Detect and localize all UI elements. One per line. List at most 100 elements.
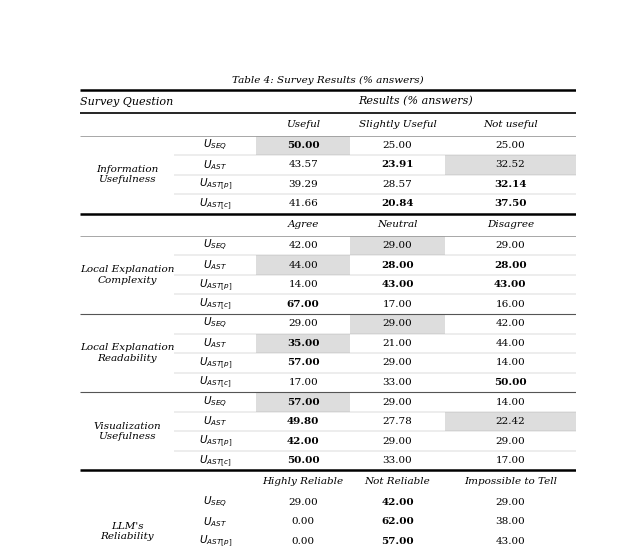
Text: 29.00: 29.00 [383, 319, 412, 328]
Text: $U_{AST[p]}$: $U_{AST[p]}$ [198, 533, 232, 549]
Bar [445, 155, 576, 174]
Text: 62.00: 62.00 [381, 517, 414, 527]
Text: 29.00: 29.00 [383, 241, 412, 250]
Text: 57.00: 57.00 [287, 358, 319, 368]
Text: $U_{SEQ}$: $U_{SEQ}$ [203, 395, 227, 410]
Bar [445, 412, 576, 431]
Text: 42.00: 42.00 [495, 319, 525, 328]
Text: 57.00: 57.00 [287, 397, 319, 406]
Text: Agree: Agree [287, 220, 319, 229]
Text: Visualization
Usefulness: Visualization Usefulness [93, 422, 161, 441]
Text: 50.00: 50.00 [494, 378, 527, 387]
Bar [350, 236, 445, 256]
Text: 44.00: 44.00 [495, 339, 525, 348]
Text: 22.42: 22.42 [495, 417, 525, 426]
Text: 32.14: 32.14 [494, 180, 527, 189]
Text: Disagree: Disagree [486, 220, 534, 229]
Text: Slightly Useful: Slightly Useful [358, 120, 436, 129]
Text: Highly Reliable: Highly Reliable [262, 477, 344, 486]
Text: 29.00: 29.00 [383, 397, 412, 406]
Bar [256, 256, 350, 275]
Text: 23.91: 23.91 [381, 160, 413, 169]
Text: 43.00: 43.00 [494, 280, 527, 289]
Text: $U_{AST}$: $U_{AST}$ [203, 415, 227, 428]
Text: 27.78: 27.78 [383, 417, 412, 426]
Text: $U_{SEQ}$: $U_{SEQ}$ [203, 316, 227, 331]
Bar [445, 512, 576, 532]
Text: Impossible to Tell: Impossible to Tell [464, 477, 557, 486]
Text: 17.00: 17.00 [383, 300, 412, 309]
Text: $U_{AST[p]}$: $U_{AST[p]}$ [198, 277, 232, 293]
Text: $U_{AST[c]}$: $U_{AST[c]}$ [199, 296, 232, 312]
Text: $U_{SEQ}$: $U_{SEQ}$ [203, 138, 227, 153]
Text: 32.52: 32.52 [495, 160, 525, 169]
Text: 37.50: 37.50 [494, 199, 527, 209]
Text: 28.57: 28.57 [383, 180, 412, 189]
Text: 29.00: 29.00 [495, 437, 525, 445]
Text: 29.00: 29.00 [289, 319, 318, 328]
Text: 42.00: 42.00 [287, 437, 319, 445]
Text: $U_{AST}$: $U_{AST}$ [203, 337, 227, 351]
Text: 29.00: 29.00 [495, 498, 525, 507]
Text: Neutral: Neutral [377, 220, 418, 229]
Text: $U_{AST}$: $U_{AST}$ [203, 515, 227, 529]
Text: 49.80: 49.80 [287, 417, 319, 426]
Text: Local Explanation
Complexity: Local Explanation Complexity [80, 265, 174, 285]
Text: $U_{SEQ}$: $U_{SEQ}$ [203, 495, 227, 510]
Text: 29.00: 29.00 [383, 437, 412, 445]
Bar [350, 314, 445, 333]
Text: Useful: Useful [286, 120, 320, 129]
Text: Information
Usefulness: Information Usefulness [96, 165, 158, 184]
Text: 21.00: 21.00 [383, 339, 412, 348]
Text: $U_{SEQ}$: $U_{SEQ}$ [203, 238, 227, 253]
Text: 43.57: 43.57 [289, 160, 318, 169]
Text: 14.00: 14.00 [289, 280, 318, 289]
Text: 42.00: 42.00 [381, 498, 413, 507]
Bar [350, 492, 445, 512]
Text: 25.00: 25.00 [495, 141, 525, 150]
Text: Local Explanation
Readability: Local Explanation Readability [80, 343, 174, 363]
Text: 33.00: 33.00 [383, 378, 412, 387]
Text: $U_{AST[p]}$: $U_{AST[p]}$ [198, 177, 232, 192]
Text: 17.00: 17.00 [289, 378, 318, 387]
Text: 39.29: 39.29 [289, 180, 318, 189]
Text: 20.84: 20.84 [381, 199, 413, 209]
Text: 33.00: 33.00 [383, 456, 412, 465]
Text: 29.00: 29.00 [289, 498, 318, 507]
Text: Table 4: Survey Results (% answers): Table 4: Survey Results (% answers) [232, 76, 424, 84]
Text: 0.00: 0.00 [292, 537, 315, 546]
Text: $U_{AST[c]}$: $U_{AST[c]}$ [199, 374, 232, 390]
Text: $U_{AST}$: $U_{AST}$ [203, 258, 227, 272]
Text: 0.00: 0.00 [292, 517, 315, 527]
Text: 43.00: 43.00 [381, 280, 413, 289]
Text: 28.00: 28.00 [381, 261, 413, 270]
Text: 28.00: 28.00 [494, 261, 527, 270]
Text: 50.00: 50.00 [287, 456, 319, 465]
Text: 41.66: 41.66 [289, 199, 318, 209]
Text: 44.00: 44.00 [289, 261, 318, 270]
Text: $U_{AST[c]}$: $U_{AST[c]}$ [199, 196, 232, 212]
Text: $U_{AST[c]}$: $U_{AST[c]}$ [199, 453, 232, 469]
Text: Survey Question: Survey Question [81, 97, 173, 107]
Text: 50.00: 50.00 [287, 141, 319, 150]
Text: 29.00: 29.00 [383, 358, 412, 368]
Text: 35.00: 35.00 [287, 339, 319, 348]
Text: 14.00: 14.00 [495, 397, 525, 406]
Text: $U_{AST[p]}$: $U_{AST[p]}$ [198, 355, 232, 371]
Text: Not Reliable: Not Reliable [365, 477, 430, 486]
Text: Not useful: Not useful [483, 120, 538, 129]
Text: 67.00: 67.00 [287, 300, 319, 309]
Text: 17.00: 17.00 [495, 456, 525, 465]
Text: 57.00: 57.00 [381, 537, 413, 546]
Text: Results (% answers): Results (% answers) [358, 97, 474, 107]
Text: $U_{AST}$: $U_{AST}$ [203, 158, 227, 172]
Bar [256, 392, 350, 412]
Text: 14.00: 14.00 [495, 358, 525, 368]
Bar [256, 136, 350, 155]
Text: 42.00: 42.00 [289, 241, 318, 250]
Text: 38.00: 38.00 [495, 517, 525, 527]
Bar [256, 333, 350, 353]
Text: 43.00: 43.00 [495, 537, 525, 546]
Text: 25.00: 25.00 [383, 141, 412, 150]
Text: 16.00: 16.00 [495, 300, 525, 309]
